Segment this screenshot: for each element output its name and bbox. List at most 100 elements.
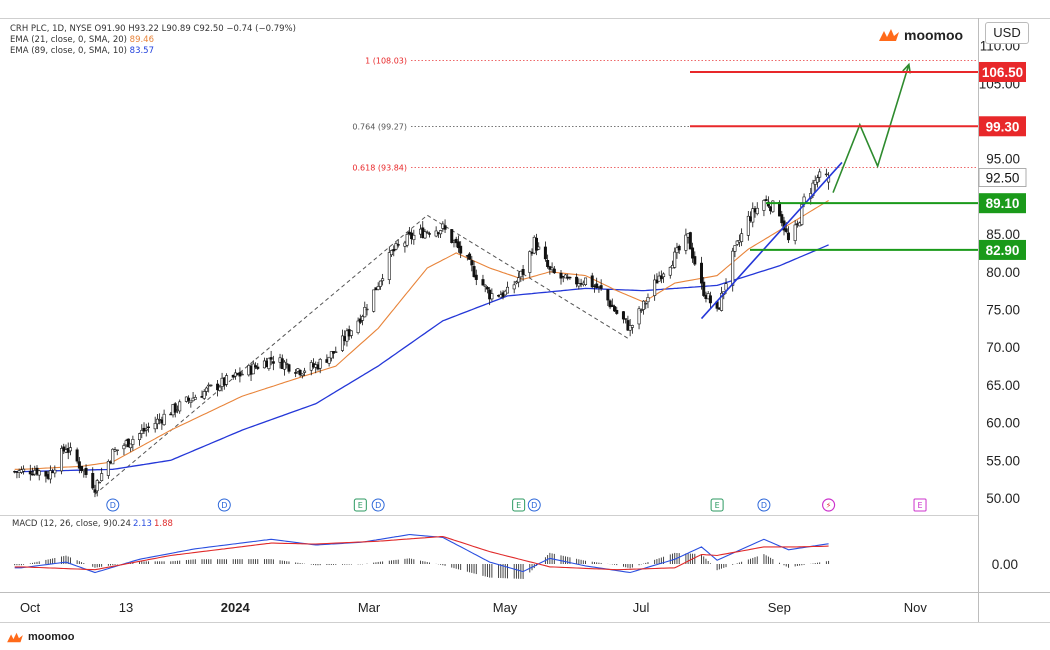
candle	[577, 278, 581, 290]
candle-body	[468, 253, 472, 260]
candle	[563, 274, 567, 279]
moomoo-paw-icon	[879, 29, 899, 41]
candle	[294, 369, 298, 378]
candle	[512, 280, 516, 294]
candle	[702, 277, 706, 298]
candle	[699, 256, 703, 290]
candle	[122, 443, 126, 456]
candle-body	[450, 229, 454, 243]
price-tick-label: 80.00	[986, 265, 1020, 280]
candle-body	[138, 433, 142, 441]
candle	[53, 465, 57, 478]
candle-body	[225, 375, 229, 385]
candle-body	[688, 232, 692, 250]
candle	[543, 241, 547, 262]
support-89-10-label: 89.10	[986, 196, 1020, 211]
price-tick-label: 60.00	[986, 416, 1020, 431]
candle	[684, 228, 688, 255]
support-82-90-label: 82.90	[986, 243, 1020, 258]
candle-body	[517, 277, 521, 283]
candle-body	[48, 470, 52, 480]
candle-body	[256, 366, 260, 369]
time-tick-label: Oct	[20, 600, 41, 615]
candle	[552, 266, 556, 275]
support-82-90-label-box	[979, 239, 1026, 260]
candles	[13, 168, 831, 498]
candle	[659, 270, 663, 284]
event-marker-dividend: D	[106, 498, 120, 512]
dividend-icon-text: D	[375, 501, 381, 510]
candle-body	[153, 423, 157, 430]
time-tick-label: Sep	[768, 600, 791, 615]
candle	[392, 245, 396, 257]
candle-body	[412, 234, 416, 241]
current-price-box	[978, 168, 1027, 187]
candle	[60, 445, 64, 475]
candle-body	[699, 262, 703, 284]
candle	[349, 330, 353, 339]
candle-body	[659, 275, 663, 280]
candle-body	[693, 256, 697, 265]
candle	[115, 449, 119, 456]
candle-body	[595, 283, 599, 288]
projection-path	[832, 64, 910, 193]
candle	[363, 301, 367, 318]
candle	[155, 414, 159, 430]
candle	[786, 226, 790, 244]
candle	[387, 246, 391, 285]
candle-body	[771, 200, 775, 213]
candle-body	[644, 302, 648, 305]
candle	[75, 447, 79, 464]
candle-body	[294, 372, 298, 374]
candle	[454, 236, 458, 248]
candle-body	[818, 171, 822, 178]
candle-body	[443, 225, 447, 230]
currency-selector[interactable]: USD	[985, 22, 1029, 44]
candle	[528, 250, 532, 278]
price-tick-label: 85.00	[986, 227, 1020, 242]
candle-body	[470, 260, 474, 266]
candle	[537, 242, 541, 251]
candle-body	[512, 284, 516, 290]
candle-body	[372, 289, 376, 312]
candle-body	[724, 283, 728, 291]
candle-body	[568, 276, 572, 279]
candle-body	[824, 173, 828, 176]
dividend-icon-text: D	[221, 501, 227, 510]
candle-body	[193, 397, 197, 400]
candle	[271, 355, 275, 371]
candle	[456, 235, 460, 253]
candle-body	[392, 249, 396, 252]
candle-body	[361, 316, 365, 321]
candle-body	[80, 465, 84, 471]
candle	[443, 219, 447, 233]
candle-body	[285, 363, 289, 365]
candle	[735, 240, 739, 247]
candle-body	[298, 369, 302, 376]
candle-body	[254, 365, 258, 368]
candle-body	[786, 232, 790, 241]
candle	[615, 306, 619, 315]
candle-body	[673, 251, 677, 268]
uptrend-line	[700, 161, 843, 320]
candle-body	[68, 447, 72, 452]
candle-body	[485, 287, 489, 290]
resistance-99-30-label: 99.30	[986, 119, 1020, 134]
candle	[251, 360, 255, 375]
candle	[80, 465, 84, 474]
candle	[483, 284, 487, 293]
candle-body	[218, 386, 222, 391]
ema21-legend: EMA (21, close, 0, SMA, 20) 89.46	[10, 35, 154, 45]
candle	[673, 247, 677, 269]
symbol-ohlc-line: CRH PLC, 1D, NYSE O91.90 H93.22 L90.89 C…	[10, 24, 296, 34]
candle	[381, 273, 385, 286]
price-tick-label: 95.00	[986, 152, 1020, 167]
candle	[31, 467, 35, 476]
candle	[318, 357, 322, 374]
candle	[396, 239, 400, 248]
candle	[644, 301, 648, 310]
candle-body	[378, 280, 382, 287]
candle	[412, 229, 416, 245]
candle	[780, 210, 784, 227]
candle-body	[662, 273, 666, 278]
